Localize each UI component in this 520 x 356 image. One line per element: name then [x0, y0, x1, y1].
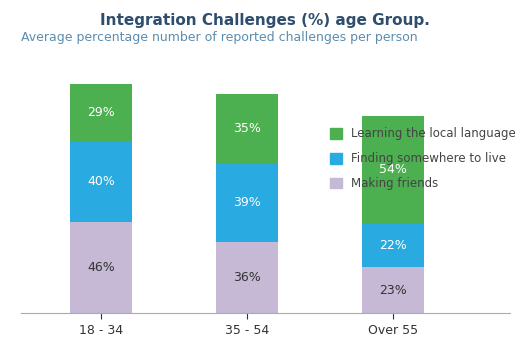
Text: 39%: 39%	[233, 196, 261, 209]
Bar	[70, 221, 132, 313]
Text: 29%: 29%	[87, 106, 115, 119]
Text: 54%: 54%	[379, 163, 407, 176]
Bar	[70, 84, 132, 142]
Text: Average percentage number of reported challenges per person: Average percentage number of reported ch…	[21, 31, 418, 44]
Bar	[362, 116, 423, 224]
Bar	[362, 267, 423, 313]
Bar	[70, 142, 132, 221]
Text: 23%: 23%	[379, 284, 407, 297]
Legend: Learning the local language, Finding somewhere to live, Making friends: Learning the local language, Finding som…	[330, 127, 516, 190]
Text: 40%: 40%	[87, 175, 115, 188]
Title: Integration Challenges (%) age Group.: Integration Challenges (%) age Group.	[100, 13, 430, 28]
Text: 22%: 22%	[379, 239, 407, 252]
Text: 36%: 36%	[233, 271, 261, 284]
Text: 46%: 46%	[87, 261, 115, 274]
Bar	[216, 241, 278, 313]
Bar	[216, 164, 278, 241]
Bar	[362, 224, 423, 267]
Text: 35%: 35%	[233, 122, 261, 135]
Bar	[216, 94, 278, 164]
